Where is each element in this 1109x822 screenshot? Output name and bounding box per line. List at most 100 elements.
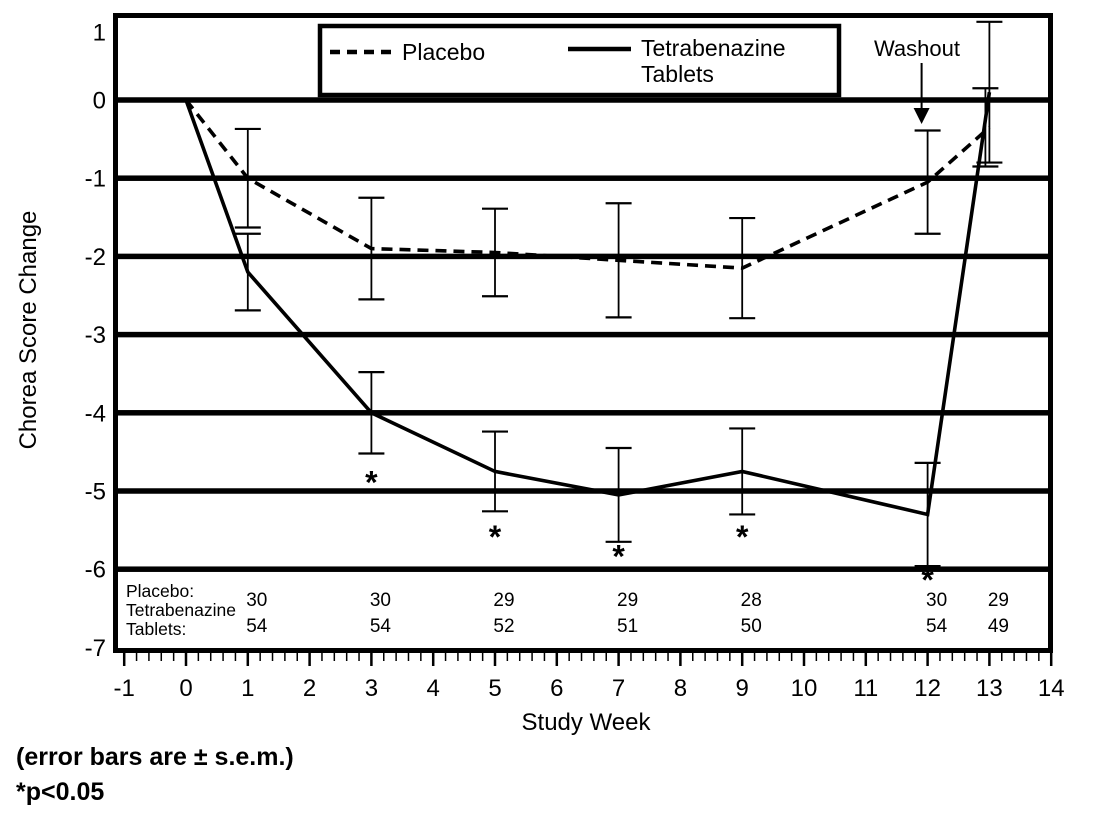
x-tick-label: 13 — [976, 675, 1003, 702]
x-tick-minor — [506, 653, 509, 661]
plot-top-spine — [113, 13, 1053, 18]
significance-asterisk: * — [921, 562, 934, 598]
x-tick-minor — [345, 653, 348, 661]
x-tick-minor — [593, 653, 595, 661]
x-tick-minor — [1025, 653, 1028, 661]
gridline-y--5 — [113, 488, 1053, 494]
x-tick-minor — [840, 653, 842, 661]
x-tick-major — [184, 653, 188, 666]
x-tick-minor — [457, 653, 459, 661]
x-tick-label: 6 — [550, 675, 563, 702]
x-tick-minor — [815, 653, 818, 661]
x-tick-minor — [135, 653, 138, 661]
x-tick-minor — [234, 653, 237, 661]
x-tick-major — [617, 653, 620, 666]
sample-n-tetrabenazine: 54 — [926, 616, 948, 637]
x-tick-minor — [160, 653, 163, 661]
x-tick-minor — [469, 653, 472, 661]
pvalue-footnote: *p<0.05 — [16, 778, 105, 806]
sample-n-placebo: 29 — [493, 590, 514, 611]
y-tick-label: -5 — [85, 479, 106, 506]
x-tick-label: 4 — [427, 675, 440, 702]
x-tick-minor — [704, 653, 706, 661]
x-tick-major — [555, 653, 559, 666]
y-tick-label: -2 — [85, 244, 106, 271]
x-tick-minor — [827, 653, 830, 661]
x-tick-minor — [1013, 653, 1015, 661]
x-tick-minor — [444, 653, 447, 661]
sample-n-placebo: 29 — [988, 590, 1009, 611]
x-tick-minor — [271, 653, 274, 661]
solid-series-line — [184, 91, 992, 517]
gridline-y--3 — [113, 331, 1053, 338]
x-tick-minor — [889, 653, 892, 661]
significance-asterisk: * — [612, 539, 625, 575]
x-tick-minor — [407, 653, 410, 661]
x-tick-minor — [197, 653, 200, 661]
x-tick-minor — [395, 653, 397, 661]
y-tick-label: -3 — [85, 322, 106, 349]
x-tick-label: 11 — [853, 675, 878, 702]
x-tick-minor — [753, 653, 756, 661]
x-tick-major — [802, 653, 806, 666]
x-tick-label: 1 — [241, 675, 254, 702]
x-tick-minor — [654, 653, 657, 661]
x-tick-minor — [333, 653, 336, 661]
x-tick-minor — [284, 653, 286, 661]
sample-n-placebo: 30 — [370, 590, 391, 611]
x-tick-minor — [877, 653, 879, 661]
x-tick-minor — [667, 653, 669, 661]
washout-label: Washout — [874, 36, 960, 61]
y-tick-label: 1 — [93, 20, 106, 47]
dashed-series-line — [184, 98, 991, 270]
x-tick-label: 14 — [1038, 675, 1065, 702]
x-tick-major — [926, 653, 929, 666]
x-tick-label: 0 — [179, 675, 192, 702]
plot-right-spine — [1048, 13, 1053, 653]
x-tick-major — [679, 653, 682, 666]
washout-arrow-head-icon — [913, 108, 930, 124]
gridline-y-0 — [113, 97, 1053, 103]
x-tick-label: 2 — [303, 675, 316, 702]
legend-label-tetrabenazine-line2: Tablets — [641, 61, 714, 87]
sample-n-placebo: 30 — [246, 590, 267, 611]
x-tick-label: 12 — [914, 675, 941, 702]
x-tick-minor — [518, 653, 521, 661]
x-tick-minor — [481, 653, 484, 661]
sample-n-tetrabenazine: 54 — [370, 616, 392, 637]
sample-table-row-label: Placebo: — [126, 581, 194, 601]
sample-n-placebo: 30 — [926, 590, 947, 611]
y-tick-label: -7 — [85, 635, 106, 662]
x-tick-minor — [939, 653, 941, 661]
sample-table-row-label: Tetrabenazine — [126, 600, 236, 620]
x-tick-major — [431, 653, 435, 666]
x-tick-label: 9 — [736, 675, 749, 702]
x-tick-minor — [580, 653, 583, 661]
gridline-y--4 — [113, 410, 1053, 416]
sample-n-tetrabenazine: 49 — [988, 616, 1009, 637]
significance-asterisk: * — [489, 519, 502, 555]
sample-n-tetrabenazine: 50 — [741, 616, 762, 637]
x-tick-label: 7 — [612, 675, 625, 702]
sample-n-tetrabenazine: 52 — [493, 616, 514, 637]
x-tick-minor — [914, 653, 916, 661]
x-tick-major — [308, 653, 311, 666]
x-tick-minor — [642, 653, 645, 661]
x-tick-minor — [148, 653, 150, 661]
x-tick-label: 3 — [365, 675, 378, 702]
x-tick-label: -1 — [114, 675, 135, 702]
x-tick-minor — [902, 653, 904, 661]
x-tick-minor — [790, 653, 793, 661]
x-axis-title: Study Week — [522, 709, 652, 736]
sample-n-tetrabenazine: 54 — [246, 616, 268, 637]
x-tick-minor — [766, 653, 768, 661]
gridline-y--6 — [113, 566, 1053, 572]
y-tick-label: -4 — [85, 400, 106, 427]
x-tick-minor — [963, 653, 966, 661]
x-tick-minor — [531, 653, 533, 661]
x-tick-minor — [209, 653, 212, 661]
x-tick-major — [122, 653, 126, 666]
x-tick-minor — [543, 653, 546, 661]
chorea-chart: 10-1-2-3-4-5-6-7-1 0 1 2 3 4 5 6 7 8 9 10 11 12 13 14St… — [15, 13, 1065, 736]
